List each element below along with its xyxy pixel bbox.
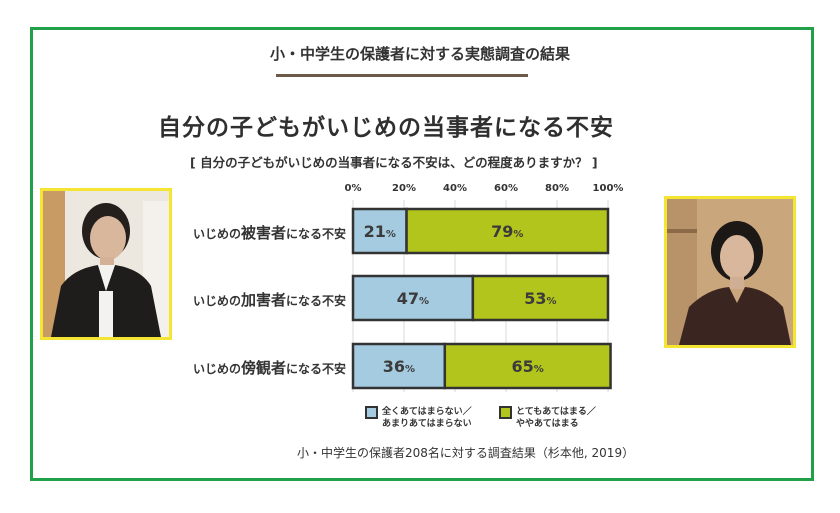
bar-segment — [471, 274, 610, 322]
legend-item-disagree: 全くあてはまらない／ あまりあてはまらない — [365, 406, 472, 430]
x-tick-label: 0% — [345, 183, 362, 194]
presenter-photo-right — [664, 196, 796, 348]
data-label: 36% — [383, 357, 415, 376]
x-tick-label: 100% — [593, 183, 624, 194]
category-label: いじめの傍観者になる不安 — [192, 359, 346, 377]
data-label: 47% — [397, 289, 429, 308]
data-label: 53% — [524, 289, 556, 308]
legend-swatch-green — [499, 406, 512, 419]
header-divider — [276, 74, 528, 77]
category-label: いじめの加害者になる不安 — [192, 291, 346, 309]
data-label: 79% — [491, 222, 523, 241]
x-tick-label: 80% — [545, 183, 569, 194]
legend-swatch-blue — [365, 406, 378, 419]
x-tick-label: 60% — [494, 183, 518, 194]
legend-item-agree: とてもあてはまる／ ややあてはまる — [499, 406, 596, 430]
category-label: いじめの被害者になる不安 — [192, 224, 346, 242]
stacked-bar-chart: 0% 20% 40% 60% 80% 100% 21% 79% 47% 53% 36% 65% — [345, 183, 624, 392]
survey-question: [ 自分の子どもがいじめの当事者になる不安は、どの程度ありますか？ ] — [190, 155, 598, 170]
data-label: 65% — [512, 357, 544, 376]
header-title: 小・中学生の保護者に対する実態調査の結果 — [269, 45, 570, 63]
bar-segment — [351, 342, 447, 390]
data-label: 21% — [364, 222, 396, 241]
presenter-photo-left — [40, 188, 172, 340]
x-tick-label: 40% — [443, 183, 467, 194]
x-tick-label: 20% — [392, 183, 416, 194]
bar-segment — [405, 207, 610, 255]
data-source-note: 小・中学生の保護者208名に対する調査結果（杉本他, 2019） — [297, 446, 635, 460]
bar-segment — [443, 342, 612, 390]
main-title: 自分の子どもがいじめの当事者になる不安 — [158, 115, 614, 141]
